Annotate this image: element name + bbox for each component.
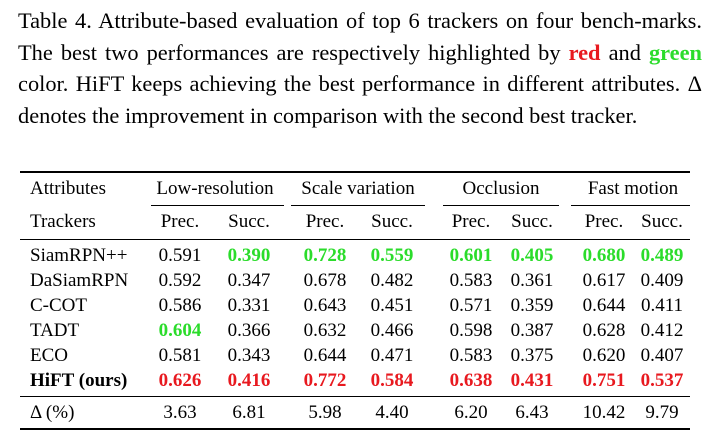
metric-value: 0.592 [158,270,202,291]
metric-value: 0.583 [449,345,493,366]
attribute-group-header: Low-resolution [156,178,274,199]
tracker-name: DaSiamRPN [30,270,129,291]
group-underline [443,205,559,206]
metric-header: Prec. [160,211,200,232]
metric-value: 0.409 [640,270,684,291]
top-rule [20,171,690,173]
metric-value: 0.628 [582,320,626,341]
metric-header: Prec. [451,211,491,232]
metric-value: 0.471 [370,345,414,366]
metric-value: 0.412 [640,320,684,341]
metric-value: 0.431 [510,370,554,391]
metric-value: 0.772 [303,370,347,391]
metric-value: 0.604 [158,320,202,341]
metric-value: 0.638 [449,370,493,391]
group-underline [151,205,284,206]
metric-value: 0.581 [158,345,202,366]
metric-value: 0.537 [640,370,684,391]
metric-value: 0.387 [510,320,554,341]
delta-value: 6.43 [515,402,549,423]
delta-value: 9.79 [645,402,679,423]
metric-value: 0.489 [640,245,684,266]
metric-value: 0.416 [227,370,271,391]
tracker-name: HiFT (ours) [30,370,128,391]
metric-value: 0.728 [303,245,347,266]
metric-value: 0.601 [449,245,493,266]
delta-value: 6.20 [454,402,488,423]
header-rule [20,239,690,240]
metric-value: 0.482 [370,270,414,291]
metric-header: Succ. [511,211,553,232]
metric-value: 0.626 [158,370,202,391]
metric-value: 0.571 [449,295,493,316]
metric-value: 0.751 [582,370,626,391]
metric-value: 0.598 [449,320,493,341]
metric-value: 0.584 [370,370,414,391]
table-caption: Table 4. Attribute-based evaluation of t… [18,5,702,131]
metric-header: Prec. [584,211,624,232]
metric-value: 0.643 [303,295,347,316]
tracker-name: C-COT [30,295,87,316]
metric-header: Succ. [641,211,683,232]
metric-value: 0.617 [582,270,626,291]
metric-value: 0.559 [370,245,414,266]
group-underline [291,205,425,206]
metric-value: 0.361 [510,270,554,291]
trackers-header: Trackers [30,211,96,232]
group-underline [571,205,690,206]
caption-green-word: green [648,39,703,65]
metric-value: 0.405 [510,245,554,266]
attribute-group-header: Scale variation [301,178,415,199]
metric-value: 0.644 [303,345,347,366]
metric-value: 0.632 [303,320,347,341]
tracker-name: SiamRPN++ [30,245,128,266]
caption-text-1: Table 4. Attribute-based evaluation of t… [18,8,702,65]
metric-value: 0.407 [640,345,684,366]
metric-value: 0.680 [582,245,626,266]
delta-value: 4.40 [375,402,409,423]
metric-value: 0.620 [582,345,626,366]
caption-and-word: and [600,39,649,65]
metric-value: 0.591 [158,245,202,266]
metric-value: 0.359 [510,295,554,316]
metric-value: 0.343 [227,345,271,366]
delta-value: 6.81 [232,402,266,423]
bottom-rule [20,428,690,430]
metric-value: 0.347 [227,270,271,291]
tracker-name: ECO [30,345,68,366]
delta-rule [20,396,690,397]
metric-value: 0.644 [582,295,626,316]
metric-value: 0.583 [449,270,493,291]
caption-red-word: red [568,39,601,65]
attributes-header: Attributes [30,178,106,199]
attribute-group-header: Fast motion [587,178,679,199]
caption-text-2: color. HiFT keeps achieving the best per… [18,71,702,128]
metric-header: Succ. [371,211,413,232]
delta-label: Δ (%) [30,402,75,423]
metric-value: 0.375 [510,345,554,366]
attribute-group-header: Occlusion [462,178,540,199]
metric-value: 0.678 [303,270,347,291]
metric-value: 0.331 [227,295,271,316]
metric-value: 0.411 [640,295,684,316]
tracker-name: TADT [30,320,80,341]
metric-header: Prec. [305,211,345,232]
metric-value: 0.451 [370,295,414,316]
delta-value: 10.42 [582,402,626,423]
metric-value: 0.466 [370,320,414,341]
delta-value: 3.63 [163,402,197,423]
metric-value: 0.586 [158,295,202,316]
metric-value: 0.366 [227,320,271,341]
metric-value: 0.390 [227,245,271,266]
metric-header: Succ. [228,211,270,232]
delta-value: 5.98 [308,402,342,423]
